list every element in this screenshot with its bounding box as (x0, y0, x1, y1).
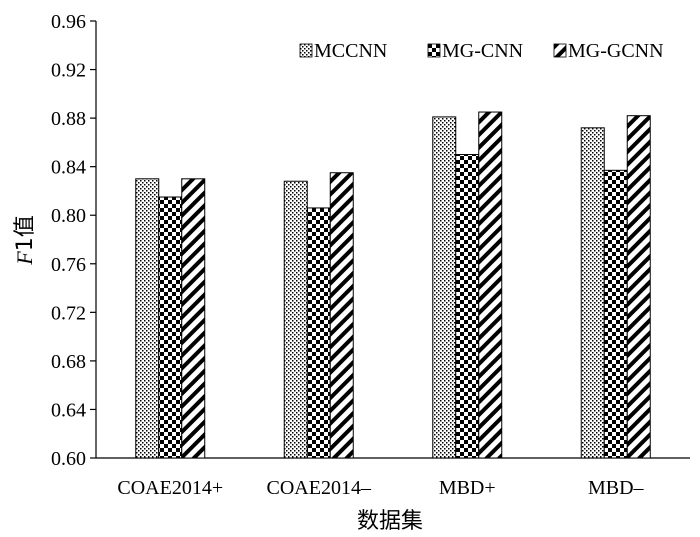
y-tick-label: 0.84 (51, 157, 86, 179)
bar-mg-cnn (306, 207, 331, 459)
y-tick-label: 0.88 (51, 108, 86, 130)
x-tick-label: COAE2014– (267, 477, 372, 499)
bar-mccnn (135, 178, 160, 459)
y-tick-label: 0.92 (51, 60, 86, 82)
legend-label: MCCNN (314, 40, 387, 62)
bar-mccnn (580, 127, 605, 459)
y-tick-label: 0.60 (51, 448, 86, 470)
bar-mg-gcnn (478, 111, 503, 459)
x-tick-label: MBD+ (439, 477, 496, 499)
bar-mccnn (432, 116, 457, 459)
y-tick-label: 0.96 (51, 11, 86, 33)
y-tick-label: 0.68 (51, 351, 86, 373)
bars (135, 111, 651, 459)
legend-swatch (299, 43, 313, 58)
bar-mg-gcnn (181, 178, 206, 459)
y-axis-title: F1值 (12, 215, 38, 265)
x-tick-label: COAE2014+ (117, 477, 223, 499)
y-tick-label: 0.76 (51, 254, 86, 276)
y-tick-label: 0.64 (51, 399, 86, 421)
bar-mg-gcnn (626, 115, 651, 459)
legend-label: MG-CNN (442, 40, 523, 62)
y-axis-title-italic: F (12, 251, 37, 266)
legend-swatch (553, 43, 567, 58)
bar-mg-cnn (455, 154, 480, 459)
x-tick-label: MBD– (588, 477, 645, 499)
bar-mccnn (283, 180, 308, 459)
x-axis: COAE2014+ COAE2014– MBD+ MBD– (96, 457, 690, 499)
bar-mg-gcnn (329, 172, 354, 459)
bar-mg-cnn (158, 196, 183, 459)
legend-swatch (427, 43, 441, 58)
y-tick-label: 0.80 (51, 205, 86, 227)
y-axis-title-rest: 1值 (13, 215, 38, 251)
bar-mg-cnn (603, 169, 628, 459)
legend: MCCNN MG-CNN MG-GCNN (299, 40, 664, 62)
legend-label: MG-GCNN (568, 40, 664, 62)
x-axis-title: 数据集 (357, 509, 423, 534)
y-tick-label: 0.72 (51, 302, 86, 324)
y-axis: 0.60 0.64 0.68 0.72 0.76 0.80 0.84 0.88 0.92 0.96 (51, 11, 97, 470)
